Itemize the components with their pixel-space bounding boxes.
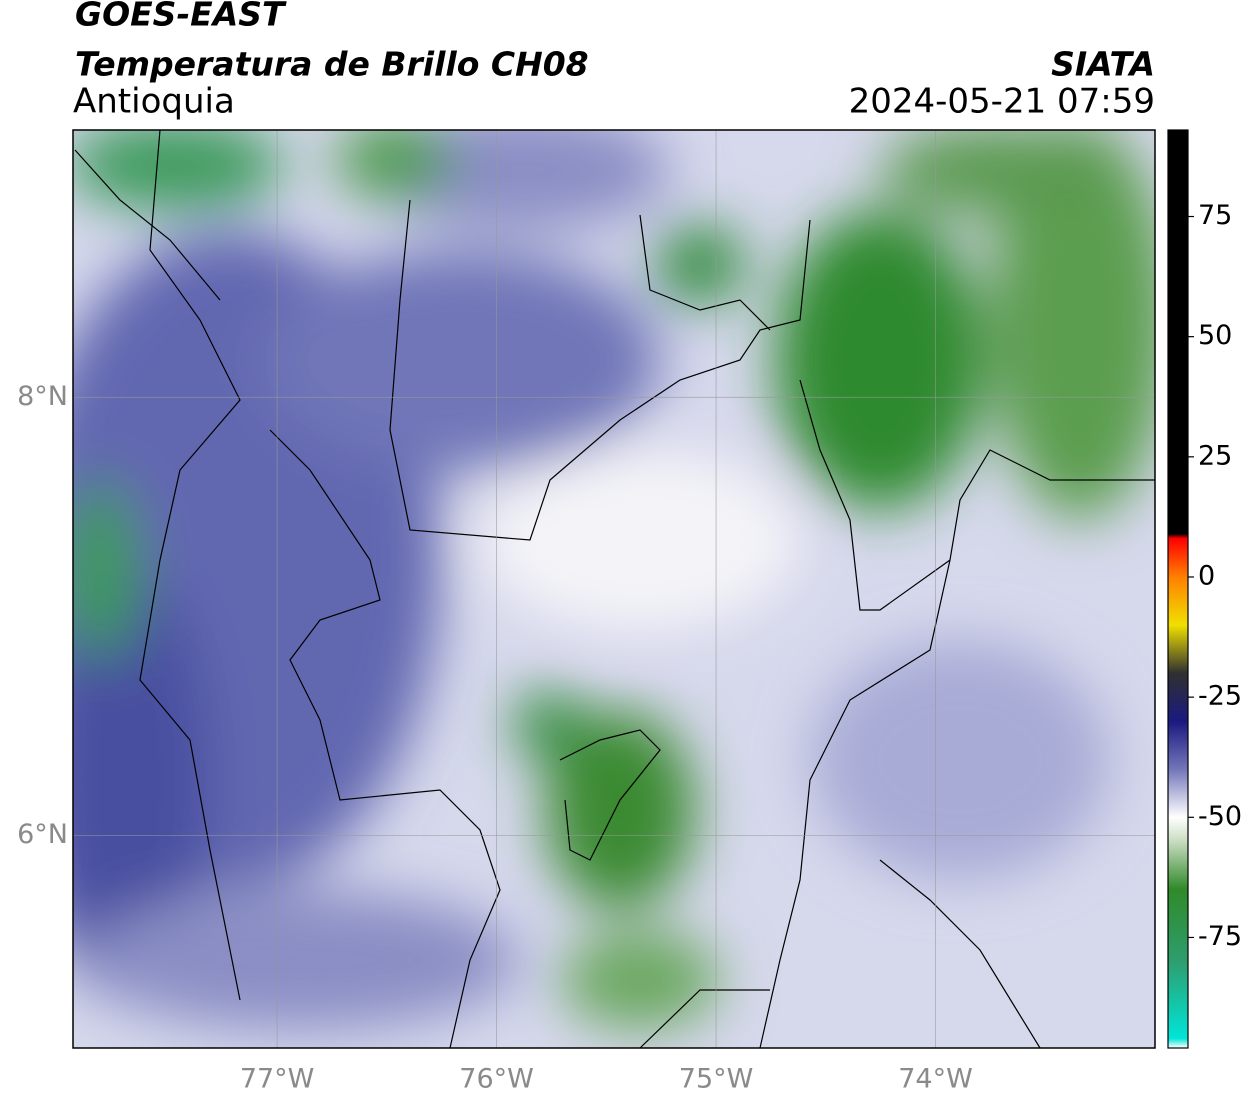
frame xyxy=(72,129,1156,1049)
colorbar xyxy=(1167,129,1189,1049)
x-tick-label: 75°W xyxy=(679,1064,754,1095)
x-tick-label: 77°W xyxy=(240,1064,315,1095)
y-tick-label: 8°N xyxy=(17,381,68,412)
colorbar-tick-label: -75 xyxy=(1198,921,1242,952)
y-tick-label: 6°N xyxy=(17,819,68,850)
x-tick-label: 76°W xyxy=(459,1064,534,1095)
colorbar-tick-label: 50 xyxy=(1198,320,1232,351)
subtitle: Temperatura de Brillo CH08 xyxy=(75,45,589,84)
timestamp: 2024-05-21 07:59 xyxy=(849,82,1155,122)
colorbar-tick-label: 75 xyxy=(1198,200,1232,231)
region: Antioquia xyxy=(73,82,235,122)
x-tick-label: 74°W xyxy=(898,1064,973,1095)
colorbar-tick-label: 0 xyxy=(1198,560,1215,591)
source: SIATA xyxy=(1051,45,1155,84)
colorbar-tick-label: 25 xyxy=(1198,440,1232,471)
title: GOES-EAST xyxy=(75,0,287,34)
colorbar-tick-label: -50 xyxy=(1198,801,1242,832)
imagery xyxy=(73,130,1155,1048)
colorbar-tick-label: -25 xyxy=(1198,681,1242,712)
